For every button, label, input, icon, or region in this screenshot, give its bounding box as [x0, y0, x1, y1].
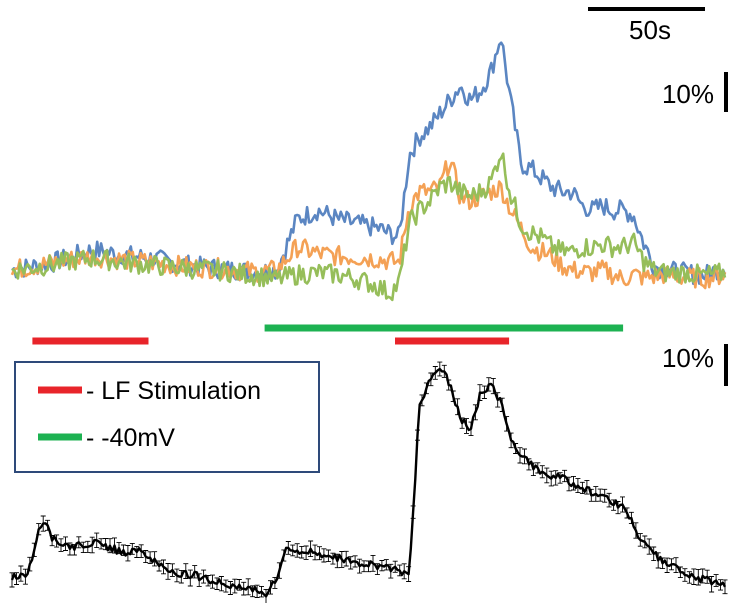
time-scale-bar: 50s [588, 7, 705, 45]
condition-bars [32, 324, 624, 345]
bottom-percent-scale-bar: 10% [662, 343, 728, 386]
top-trace-1 [11, 41, 727, 285]
top-trace-3 [11, 152, 727, 302]
legend-label-voltage: - -40mV [86, 424, 175, 452]
top-trace-2 [10, 160, 727, 290]
bottom-percent-scale-label: 10% [662, 343, 714, 373]
bottom-panel-trace [9, 361, 728, 603]
legend: - LF Stimulation - -40mV [14, 361, 320, 473]
bottom-mean-trace [10, 367, 727, 598]
legend-label-stimulation: - LF Stimulation [86, 377, 261, 405]
top-percent-scale-label: 10% [662, 79, 714, 109]
top-panel-traces [10, 41, 727, 302]
time-scale-label: 50s [629, 15, 671, 45]
top-percent-scale-bar: 10% [662, 72, 728, 112]
legend-box [14, 361, 320, 473]
